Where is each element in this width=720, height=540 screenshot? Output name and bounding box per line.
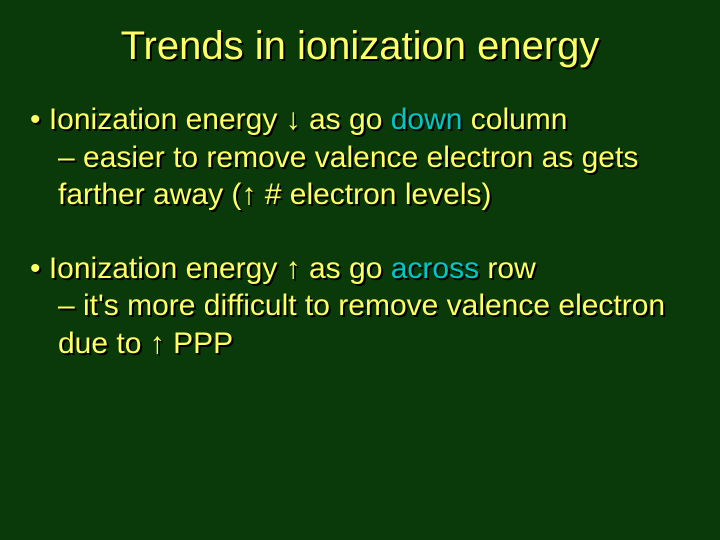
bullet-2: • Ionization energy ↑ as go across row –… [30,250,690,363]
bullet-2-line-1: • Ionization energy ↑ as go across row [30,250,690,288]
bullet-1-highlight: down [391,103,463,136]
bullet-1-sub: – easier to remove valence electron as g… [30,139,690,214]
bullet-2-pre: • Ionization energy ↑ as go [30,252,391,285]
slide: Trends in ionization energy • Ionization… [0,0,720,540]
bullet-2-sub: – it's more difficult to remove valence … [30,287,690,362]
slide-title: Trends in ionization energy [30,24,690,69]
bullet-1-pre: • Ionization energy ↓ as go [30,103,391,136]
bullet-2-highlight: across [391,252,479,285]
bullet-1-post: column [462,103,567,136]
bullet-1: • Ionization energy ↓ as go down column … [30,101,690,214]
bullet-1-line-1: • Ionization energy ↓ as go down column [30,101,690,139]
bullet-2-post: row [479,252,536,285]
slide-content: • Ionization energy ↓ as go down column … [30,101,690,362]
